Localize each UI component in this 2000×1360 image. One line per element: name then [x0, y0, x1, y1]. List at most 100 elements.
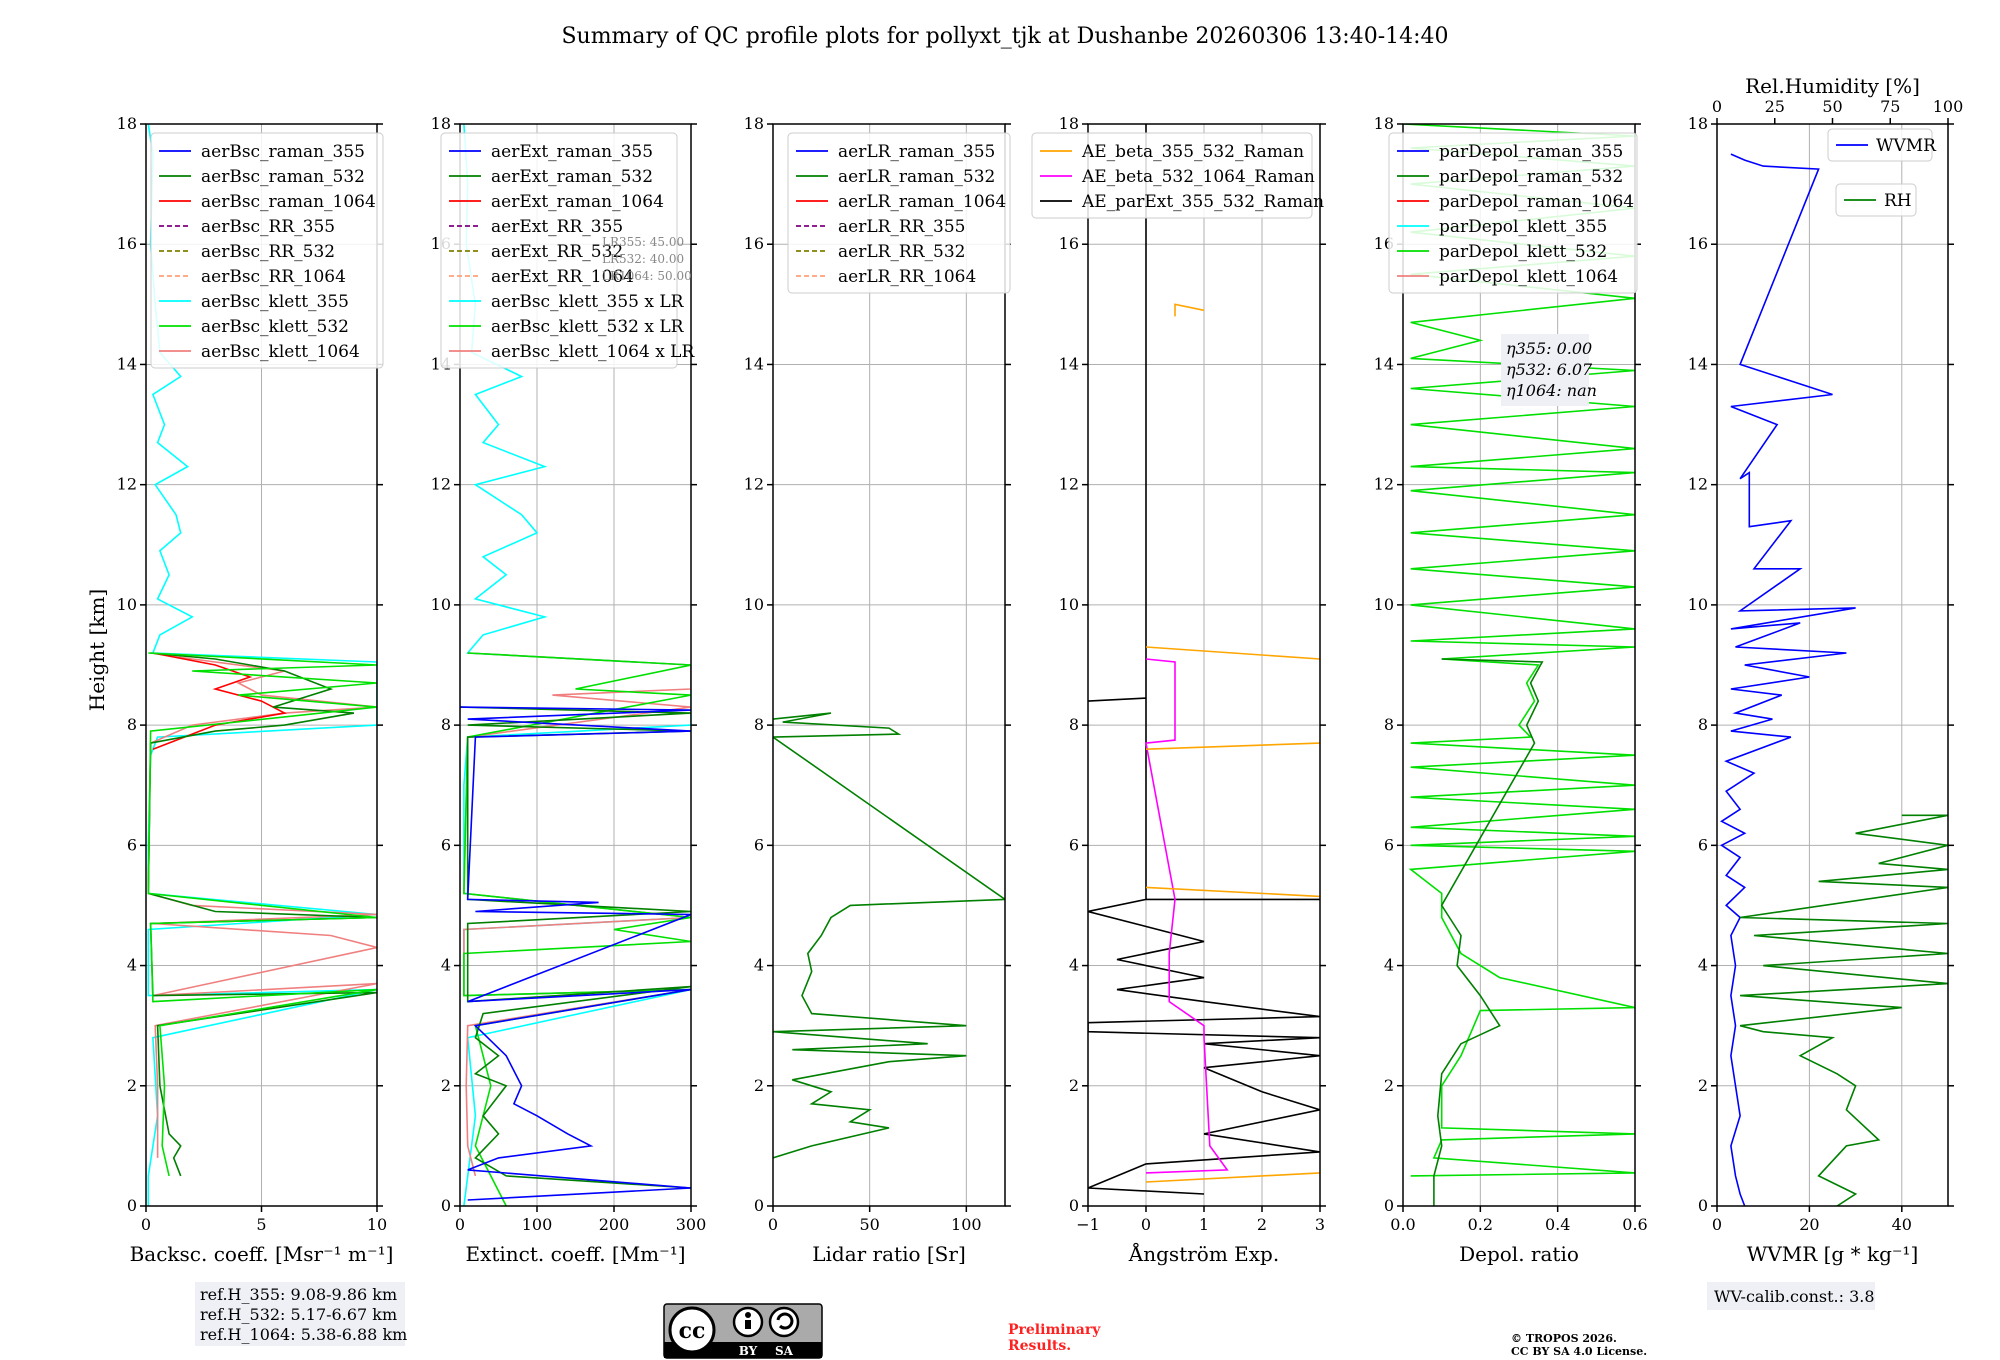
x-tick-label: 100: [951, 1215, 982, 1234]
legend-entry: RH: [1884, 191, 1912, 211]
y-tick-label: 6: [441, 835, 451, 854]
y-tick-label: 2: [754, 1076, 764, 1095]
legend-entry: aerExt_raman_1064: [491, 192, 664, 212]
legend-entry: aerLR_raman_355: [838, 142, 995, 162]
cc-icon: [668, 1306, 716, 1354]
legend-entry: parDepol_raman_1064: [1439, 192, 1634, 212]
panel-bsc: 0 5 10 0 2 4 6 8 10 12 14 16 18 Backsc. coeff. [Msr⁻¹…: [117, 114, 394, 1266]
top-tick-label: 0: [1712, 97, 1722, 116]
series-aerBsc_raman_532: [147, 652, 377, 1177]
legend-box: [1031, 132, 1313, 219]
y-tick-label: 10: [1059, 595, 1079, 614]
legend-entry: parDepol_raman_355: [1439, 142, 1623, 162]
legend-entry: parDepol_klett_1064: [1439, 267, 1618, 287]
y-tick-label: 0: [754, 1196, 764, 1215]
lr-annotation: LR355: 45.00: [602, 235, 684, 249]
y-tick-label: 4: [1698, 956, 1708, 975]
y-axis-label: Height [km]: [85, 589, 109, 711]
x-tick-label: 20: [1799, 1215, 1819, 1234]
y-tick-label: 10: [744, 595, 764, 614]
x-axis-label: Extinct. coeff. [Mm⁻¹]: [465, 1242, 685, 1266]
wv-calib-box: WV-calib.const.: 3.8: [1707, 1282, 1875, 1310]
series-aerLR_raman_532: [773, 712, 1005, 1159]
legend-entry: aerLR_raman_532: [838, 167, 995, 187]
y-tick-label: 18: [1059, 114, 1079, 133]
x-tick-label: 5: [256, 1215, 266, 1234]
legend-entry: aerExt_RR_355: [491, 217, 623, 237]
y-tick-label: 18: [744, 114, 764, 133]
y-tick-label: 4: [127, 956, 137, 975]
y-tick-label: 14: [117, 354, 137, 373]
legend-entry: AE_parExt_355_532_Raman: [1081, 192, 1324, 212]
copyright-line-1: © TROPOS 2026.: [1511, 1332, 1617, 1345]
y-tick-label: 12: [1688, 475, 1708, 494]
legend-entry: parDepol_raman_532: [1439, 167, 1623, 187]
y-tick-label: 10: [1688, 595, 1708, 614]
x-tick-label: 200: [599, 1215, 630, 1234]
legend-box: [787, 132, 1011, 294]
y-tick-label: 2: [441, 1076, 451, 1095]
x-tick-label: 0.6: [1622, 1215, 1647, 1234]
legend-entry: aerLR_RR_532: [838, 242, 965, 262]
x-axis-label: Depol. ratio: [1459, 1242, 1579, 1266]
x-tick-label: 0.4: [1545, 1215, 1570, 1234]
x-tick-label: 50: [859, 1215, 879, 1234]
x-tick-label: 1: [1199, 1215, 1209, 1234]
plot-frame: [459, 123, 692, 1207]
y-tick-label: 8: [441, 715, 451, 734]
legend-entry: aerBsc_RR_1064: [201, 267, 346, 287]
x-tick-label: 0: [1141, 1215, 1151, 1234]
x-tick-label: 300: [676, 1215, 707, 1234]
top-tick-label: 25: [1765, 97, 1785, 116]
y-tick-label: 2: [1698, 1076, 1708, 1095]
ref-line-1064: ref.H_1064: 5.38-6.88 km: [200, 1325, 407, 1344]
series-aerBsc_klett_532 x LR: [463, 652, 691, 1206]
y-tick-label: 2: [1069, 1076, 1079, 1095]
y-tick-label: 12: [117, 475, 137, 494]
y-tick-label: 10: [1374, 595, 1394, 614]
y-tick-label: 0: [1384, 1196, 1394, 1215]
series-RH: [1739, 814, 1948, 1206]
x-tick-label: 40: [1892, 1215, 1912, 1234]
series-AE_beta_355_532_Raman_c: [1145, 742, 1320, 750]
legend-entry: aerExt_RR_532: [491, 242, 623, 262]
by-text: BY: [739, 1344, 758, 1358]
y-tick-label: 16: [744, 234, 764, 253]
sa-icon: [768, 1306, 800, 1338]
y-tick-label: 2: [1384, 1076, 1394, 1095]
x-tick-label: 3: [1315, 1215, 1325, 1234]
series-AE_beta_355_532_Raman_d: [1145, 886, 1320, 898]
legend-entry: parDepol_klett_532: [1439, 242, 1607, 262]
y-tick-label: 8: [754, 715, 764, 734]
series-aerExt_raman_355: [460, 706, 691, 1201]
y-tick-label: 12: [1059, 475, 1079, 494]
legend-entry: WVMR: [1876, 136, 1937, 156]
eta-value: η1064: nan: [1506, 381, 1597, 400]
panel-ext: 0100200300024681012141618Extinct. coeff.…: [431, 114, 707, 1266]
y-tick-label: 4: [441, 956, 451, 975]
legend-entry: aerBsc_klett_532: [201, 317, 349, 337]
eta-box: [1501, 334, 1589, 406]
copyright-line-2: CC BY SA 4.0 License.: [1511, 1345, 1647, 1358]
x-axis-label: Backsc. coeff. [Msr⁻¹ m⁻¹]: [130, 1242, 394, 1266]
y-tick-label: 14: [1059, 354, 1079, 373]
legend-entry: AE_beta_355_532_Raman: [1081, 142, 1304, 162]
legend-box: [1388, 132, 1638, 294]
series-AE_beta_355_532_Raman: [1174, 303, 1205, 317]
legend-entry: aerBsc_klett_355 x LR: [491, 292, 685, 312]
y-tick-label: 14: [744, 354, 764, 373]
series-AE_beta_355_532_Raman_e: [1145, 1172, 1320, 1183]
legend-entry: aerExt_raman_532: [491, 167, 653, 187]
x-tick-label: 0.0: [1390, 1215, 1415, 1234]
series-AE_parExt_355_532_Raman: [1088, 124, 1320, 1195]
sa-text: SA: [775, 1344, 794, 1358]
y-tick-label: 10: [117, 595, 137, 614]
legend-box: [150, 132, 384, 369]
legend-entry: aerBsc_RR_355: [201, 217, 335, 237]
legend-entry: aerBsc_klett_1064 x LR: [491, 342, 695, 362]
y-tick-label: 16: [1059, 234, 1079, 253]
top-tick-label: 75: [1880, 97, 1900, 116]
lr-annotation: LR532: 40.00: [602, 252, 684, 266]
copyright-note: © TROPOS 2026. CC BY SA 4.0 License.: [1511, 1332, 1647, 1358]
